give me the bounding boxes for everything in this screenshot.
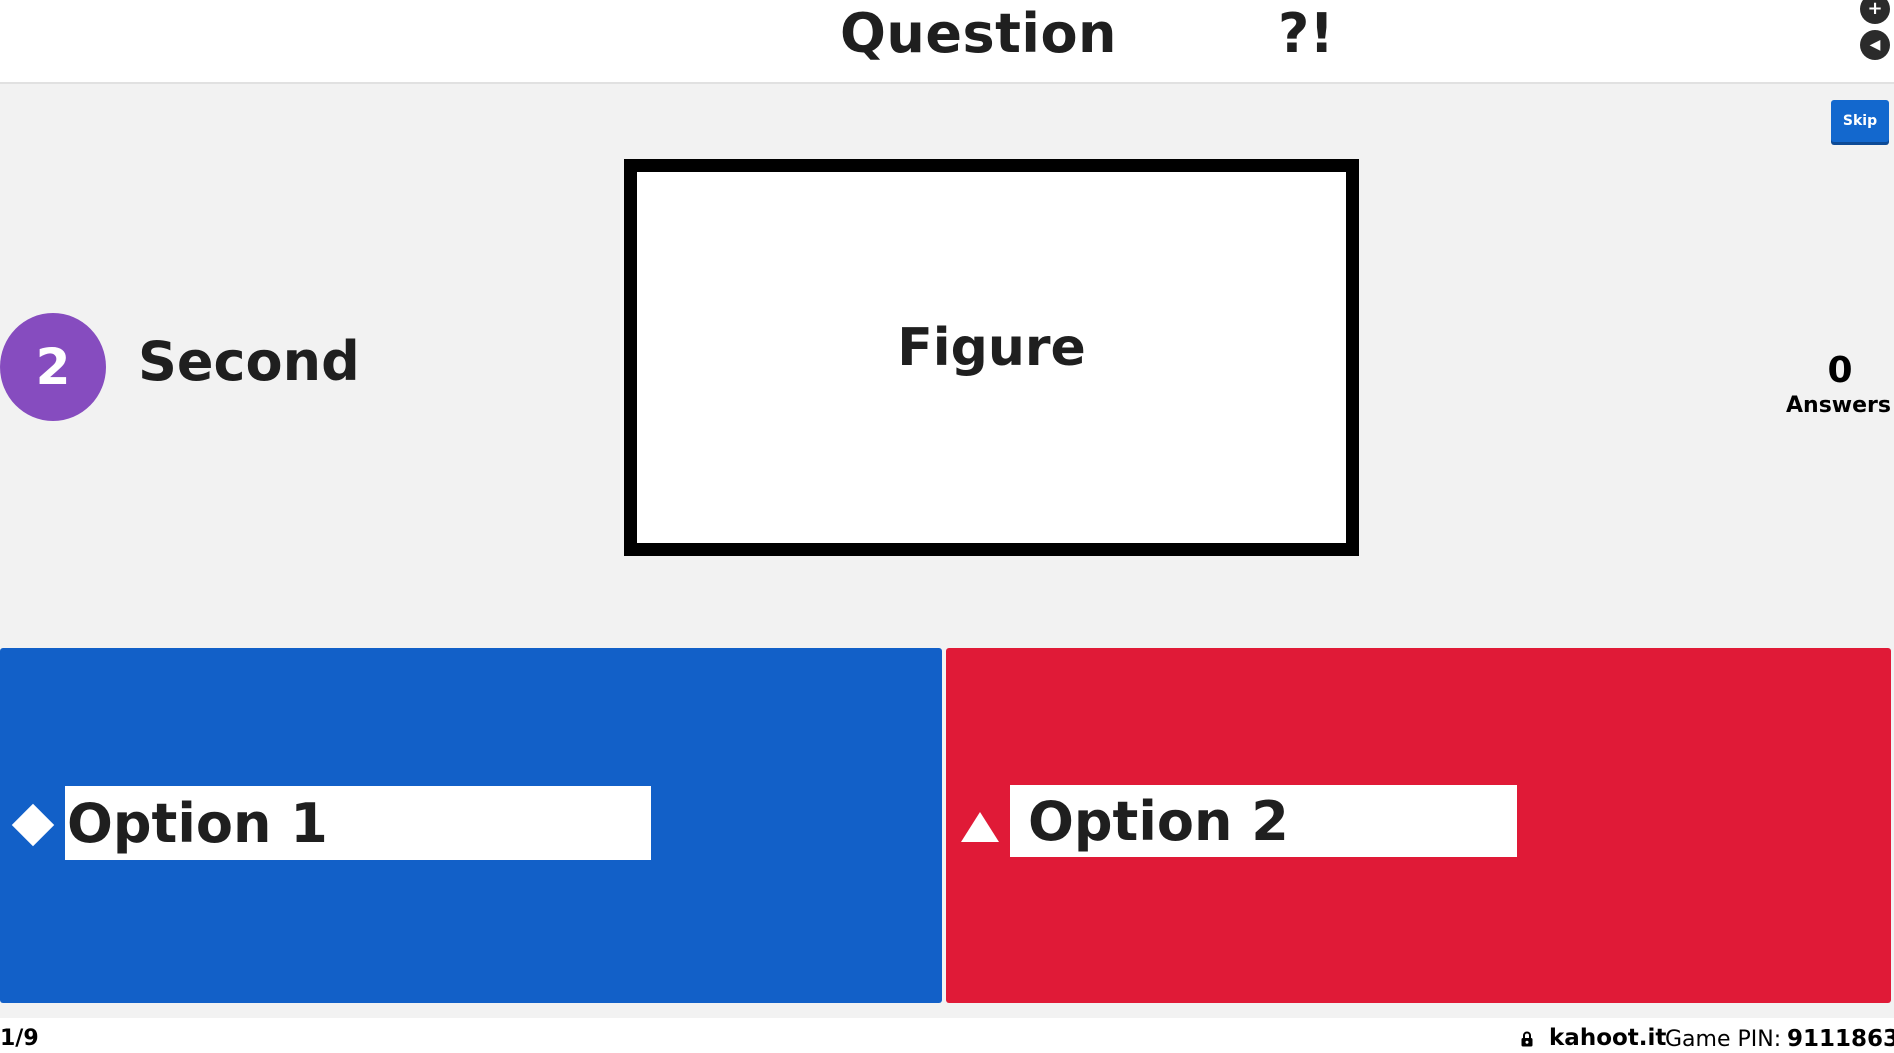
question-mark: ?!	[1278, 2, 1334, 65]
game-pin-label: Game PIN:	[1665, 1027, 1782, 1052]
game-pin-value: 9111863	[1787, 1026, 1894, 1052]
option-1-label: Option 1	[65, 786, 651, 860]
skip-button[interactable]: Skip	[1831, 100, 1889, 142]
figure-text: Figure	[897, 317, 1086, 378]
site-link[interactable]: kahoot.it	[1549, 1025, 1667, 1051]
lock-icon	[1521, 1031, 1533, 1047]
option-2-label: Option 2	[1010, 785, 1517, 857]
timer-label: Second	[138, 330, 360, 393]
question-progress: 1/9	[0, 1026, 39, 1051]
timer-countdown: 2	[0, 313, 106, 421]
question-figure: Figure	[624, 159, 1359, 556]
plus-icon[interactable]: +	[1860, 0, 1890, 24]
answers-count: 0	[1827, 350, 1853, 391]
answers-label: Answers	[1786, 393, 1891, 418]
footer-bar	[0, 1018, 1894, 1053]
volume-icon[interactable]: ◀	[1860, 30, 1890, 60]
header-bar: Question ?! + ◀	[0, 0, 1894, 84]
triangle-icon	[961, 812, 999, 842]
question-title: Question	[840, 2, 1117, 65]
